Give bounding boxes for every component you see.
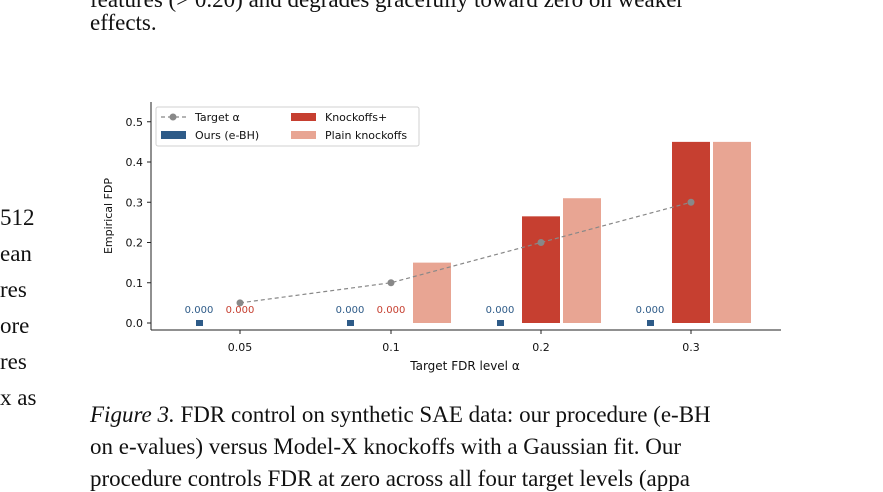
legend-label-target: Target α: [194, 111, 240, 124]
figure-caption-label: Figure 3.: [90, 402, 175, 427]
data-label: 0.000: [486, 305, 515, 316]
data-label: 0.000: [636, 305, 665, 316]
target-point: [387, 279, 395, 287]
bar-ours-ebh: [497, 320, 504, 326]
target-line: [239, 201, 692, 304]
y-axis-label: Empirical FDP: [102, 178, 115, 254]
bar-plain-knockoffs: [413, 262, 451, 323]
legend-label-knockoffs-plus: Knockoffs+: [325, 111, 387, 124]
figure-caption-text: FDR control on synthetic SAE data: our p…: [180, 402, 711, 427]
y-tick-label: 0.2: [126, 237, 144, 250]
x-tick-label: 0.1: [382, 341, 400, 354]
chart-bars: [196, 141, 751, 326]
left-column-fragment: 512: [0, 205, 35, 230]
bar-plain-knockoffs: [713, 141, 751, 323]
x-axis-label: Target FDR level α: [409, 359, 520, 373]
left-column-fragment: res: [0, 277, 27, 302]
bar-plain-knockoffs: [563, 198, 601, 323]
legend-swatch-plain-knockoffs: [291, 131, 316, 139]
bar-ours-ebh: [347, 320, 354, 326]
y-tick-label: 0.5: [126, 116, 144, 129]
x-tick-label: 0.05: [228, 341, 253, 354]
target-line-series: [236, 198, 695, 307]
data-label: 0.000: [185, 305, 214, 316]
target-point: [687, 198, 695, 206]
left-column-fragment: x as: [0, 385, 37, 410]
bar-knockoffs-plus: [672, 141, 710, 323]
bar-ours-ebh: [196, 320, 203, 326]
bar-knockoffs-plus: [522, 216, 560, 323]
legend-label-plain-knockoffs: Plain knockoffs: [325, 129, 407, 142]
y-tick-label: 0.4: [126, 156, 144, 169]
legend-swatch-ours: [161, 131, 186, 139]
bar-ours-ebh: [647, 320, 654, 326]
y-tick-label: 0.3: [126, 196, 144, 209]
left-column-fragment: ean: [0, 241, 32, 266]
target-point: [236, 299, 244, 307]
x-tick-label: 0.2: [532, 341, 550, 354]
legend-label-ours: Ours (e-BH): [195, 129, 259, 142]
chart-axes: 0.0 0.1 0.2 0.3 0.4 0.5 0.05 0.1 0.2 0.3: [126, 102, 781, 354]
body-text-line: effects.: [90, 10, 157, 35]
left-column-fragment: ore: [0, 313, 30, 338]
left-column-fragment: res: [0, 349, 27, 374]
data-label: 0.000: [377, 305, 406, 316]
data-label: 0.000: [336, 305, 365, 316]
figure-caption-line: procedure controls FDR at zero across al…: [90, 466, 690, 491]
figure-caption-line: on e-values) versus Model-X knockoffs wi…: [90, 434, 682, 459]
legend-swatch-target-marker: [169, 113, 177, 121]
legend-swatch-knockoffs-plus: [291, 113, 316, 121]
data-label: 0.000: [226, 305, 255, 316]
chart-annotations: 0.000 0.000 0.000 0.000 0.000 0.000: [185, 305, 665, 316]
chart-legend: Target α Ours (e-BH) Knockoffs+ Plain knock…: [155, 106, 420, 147]
fdr-bar-chart: Target α Ours (e-BH) Knockoffs+ Plain knock…: [102, 102, 781, 373]
figure-caption-line: Figure 3. FDR control on synthetic SAE d…: [90, 402, 711, 428]
body-text-line: features (> 0.20) and degrades gracefull…: [90, 0, 684, 18]
x-tick-label: 0.3: [682, 341, 700, 354]
y-tick-label: 0.1: [126, 277, 144, 290]
target-point: [537, 239, 545, 246]
legend-box: [155, 106, 420, 147]
y-tick-label: 0.0: [126, 317, 144, 330]
